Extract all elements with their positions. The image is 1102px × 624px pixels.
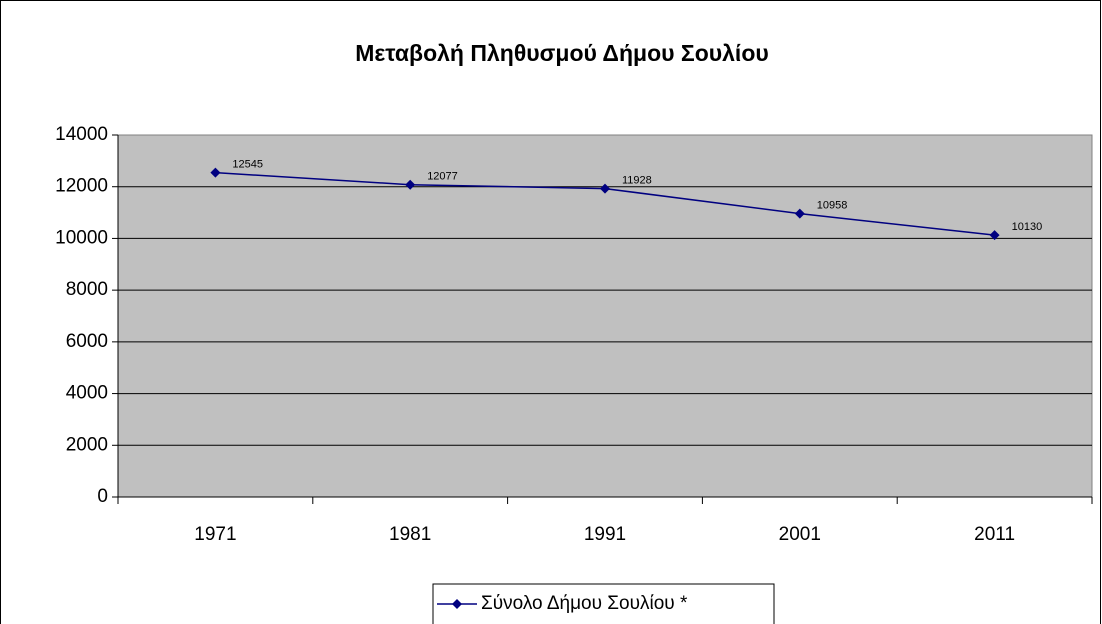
- point-marker: [210, 167, 221, 178]
- x-tick-label: 2001: [779, 524, 821, 545]
- point-marker: [405, 179, 416, 190]
- y-tick-label: 10000: [55, 227, 108, 248]
- x-tick-label: 2011: [974, 524, 1015, 545]
- y-tick-label: 8000: [66, 279, 108, 300]
- data-label: 10130: [1012, 221, 1043, 233]
- data-label: 12545: [232, 159, 263, 171]
- legend-marker: [452, 599, 462, 609]
- x-tick-label: 1971: [194, 524, 236, 545]
- x-tick-label: 1981: [389, 524, 431, 545]
- chart-title: Μεταβολή Πληθυσμού Δήμου Σουλίου: [355, 40, 769, 66]
- x-tick-label: 1991: [584, 524, 626, 545]
- data-label: 10958: [817, 200, 848, 212]
- point-marker: [989, 230, 1000, 241]
- data-label: 11928: [622, 174, 652, 186]
- y-tick-label: 12000: [55, 176, 108, 197]
- legend-box: [432, 583, 775, 624]
- data-label: 12077: [427, 171, 458, 183]
- point-marker: [794, 208, 805, 219]
- point-marker: [600, 183, 610, 194]
- y-tick-label: 2000: [66, 434, 108, 455]
- legend-label: Σύνολο Δήμου Σουλίου *: [481, 593, 688, 614]
- y-tick-label: 14000: [55, 124, 108, 145]
- y-tick-label: 4000: [66, 383, 108, 404]
- y-tick-label: 0: [97, 486, 108, 507]
- y-tick-label: 6000: [66, 331, 108, 352]
- plot-area: [117, 134, 1093, 498]
